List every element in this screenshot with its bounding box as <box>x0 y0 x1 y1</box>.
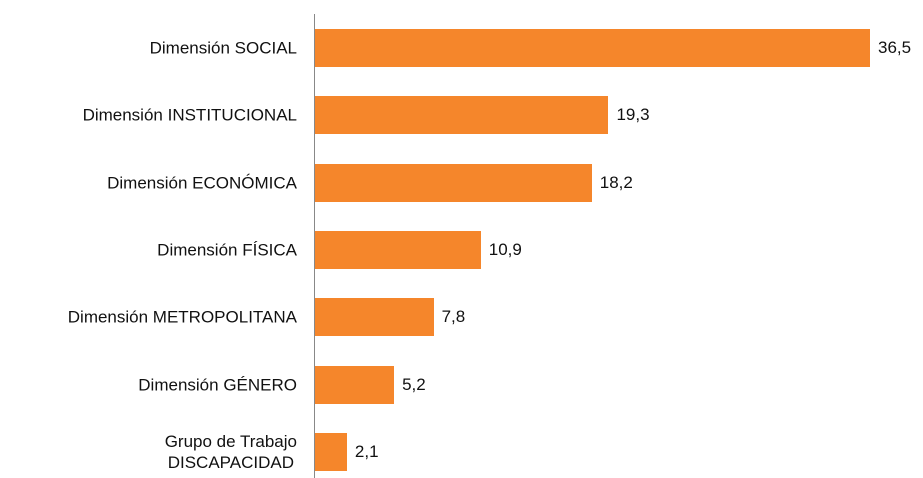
value-label: 2,1 <box>354 441 379 461</box>
category-label: Dimensión FÍSICA <box>157 240 297 260</box>
bar <box>315 432 347 471</box>
category-label: Dimensión METROPOLITANA <box>67 307 297 327</box>
category-label: Dimensión SOCIAL <box>149 38 297 58</box>
bar <box>315 163 592 202</box>
value-label: 7,8 <box>441 307 466 327</box>
value-label: 19,3 <box>616 105 650 125</box>
bar <box>315 298 434 337</box>
category-label: Dimensión GÉNERO <box>138 375 297 394</box>
category-label: Dimensión INSTITUCIONAL <box>82 105 297 125</box>
value-label: 10,9 <box>488 239 522 259</box>
category-label: Grupo de Trabajo DISCAPACIDAD <box>164 431 297 472</box>
category-label: Dimensión ECONÓMICA <box>107 173 297 193</box>
bar <box>315 96 609 135</box>
value-label: 36,5 <box>878 38 912 57</box>
bar <box>315 29 870 67</box>
bar <box>315 230 481 269</box>
value-label: 18,2 <box>599 172 633 192</box>
bar <box>315 365 395 404</box>
axis-line <box>314 14 315 478</box>
value-label: 5,2 <box>402 374 426 394</box>
